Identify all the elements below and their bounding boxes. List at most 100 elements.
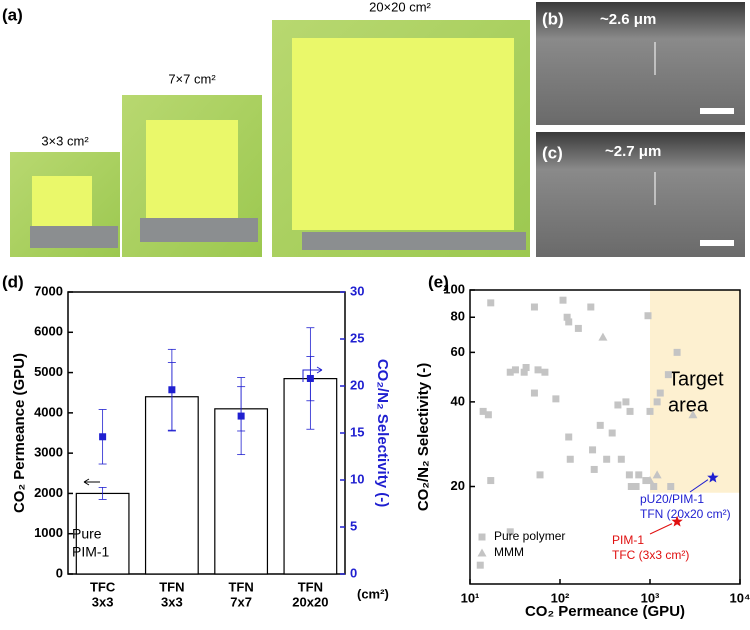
y-tick-label: 6000 — [34, 324, 63, 339]
y2-tick-label: 10 — [350, 471, 364, 486]
marker — [168, 386, 176, 394]
x-tick-label: 7x7 — [230, 594, 252, 609]
marker — [522, 364, 530, 372]
marker — [653, 398, 661, 406]
y2-tick-label: 5 — [350, 518, 357, 533]
arrow — [83, 478, 100, 486]
y-tick-label: 1000 — [34, 525, 63, 540]
highlight-label: pU20/PIM-1 — [640, 492, 704, 506]
x-unit-label: (cm²) — [357, 586, 389, 601]
y2-tick-label: 20 — [350, 377, 364, 392]
marker — [645, 476, 655, 485]
marker — [487, 477, 495, 485]
y-tick-label: 40 — [451, 393, 465, 408]
highlight-arrow — [689, 479, 709, 493]
y-tick-label: 7000 — [34, 283, 63, 298]
marker — [656, 389, 664, 397]
marker — [477, 548, 487, 557]
marker — [635, 471, 643, 479]
marker — [541, 368, 549, 376]
marker — [565, 318, 573, 326]
panel-label: (c) — [542, 143, 563, 162]
marker — [566, 455, 574, 463]
marker — [650, 483, 658, 491]
marker — [530, 303, 538, 311]
panel-label: (e) — [428, 272, 449, 291]
x-tick-label: TFC — [90, 579, 116, 594]
target-label: area — [668, 394, 709, 416]
marker — [646, 407, 654, 415]
marker — [632, 483, 640, 491]
y-tick-label: 80 — [451, 309, 465, 324]
marker — [520, 368, 528, 376]
photo-7x7 — [122, 95, 262, 257]
highlight-label: PIM-1 — [612, 533, 644, 547]
photo-caption: 7×7 cm² — [168, 71, 216, 86]
marker — [506, 528, 514, 536]
y-axis-title: CO₂/N₂ Selectivity (-) — [415, 363, 432, 511]
x-tick-label: TFN — [228, 579, 253, 594]
marker — [644, 312, 652, 320]
y-tick-label: 100 — [443, 281, 465, 296]
y-tick-label: 4000 — [34, 404, 63, 419]
x-tick-label: TFN — [298, 579, 323, 594]
legend-label: Pure polymer — [494, 529, 565, 543]
marker — [506, 368, 514, 376]
marker — [590, 465, 598, 473]
y-tick-label: 60 — [451, 344, 465, 359]
panel-label: (d) — [2, 272, 24, 291]
photo-20x20 — [272, 20, 530, 257]
y-tick-label: 3000 — [34, 445, 63, 460]
x-tick-label: 10³ — [641, 590, 660, 605]
marker — [563, 313, 571, 321]
y2-tick-label: 25 — [350, 330, 364, 345]
marker — [652, 470, 662, 479]
target-region — [650, 290, 740, 493]
marker — [552, 395, 560, 403]
x-tick-label: 10⁴ — [730, 590, 750, 605]
marker — [589, 446, 597, 454]
highlight-star — [707, 471, 719, 483]
photo-3x3 — [10, 152, 120, 257]
marker — [603, 455, 611, 463]
panel-label: (a) — [2, 5, 23, 24]
photo-caption: 20×20 cm² — [369, 0, 431, 14]
marker — [237, 412, 245, 420]
bar-annotation: PIM-1 — [72, 544, 110, 560]
marker — [479, 407, 487, 415]
bar-annotation: Pure — [72, 526, 102, 542]
plot-frame — [469, 289, 741, 585]
x-tick-label: TFN — [159, 579, 184, 594]
marker — [667, 483, 675, 491]
x-axis-title: CO₂ Permeance (GPU) — [525, 603, 685, 620]
marker — [559, 296, 567, 304]
marker — [608, 429, 616, 437]
x-tick-label: 3x3 — [161, 594, 183, 609]
y-tick-label: 2000 — [34, 485, 63, 500]
marker — [511, 366, 519, 374]
marker — [306, 374, 314, 382]
y-axis-title: CO₂ Permeance (GPU) — [11, 353, 28, 513]
y-tick-label: 20 — [451, 478, 465, 493]
x-tick-label: 10² — [551, 590, 570, 605]
y2-tick-label: 0 — [350, 565, 357, 580]
marker — [478, 533, 486, 541]
thickness-label: ~2.6 μm — [600, 11, 656, 28]
marker — [534, 366, 542, 374]
marker — [565, 433, 573, 441]
marker — [574, 324, 582, 332]
y2-tick-label: 30 — [350, 283, 364, 298]
x-tick-label: 10¹ — [461, 590, 480, 605]
marker — [642, 477, 650, 485]
thickness-label: ~2.7 μm — [605, 143, 661, 160]
arrow — [302, 366, 323, 382]
marker — [587, 303, 595, 311]
marker — [627, 483, 635, 491]
target-label: Target — [668, 368, 724, 390]
marker — [673, 348, 681, 356]
highlight-label: TFC (3x3 cm²) — [612, 548, 689, 562]
marker — [536, 471, 544, 479]
marker — [625, 471, 633, 479]
highlight-arrow — [649, 523, 673, 535]
x-tick-label: 3x3 — [92, 594, 114, 609]
